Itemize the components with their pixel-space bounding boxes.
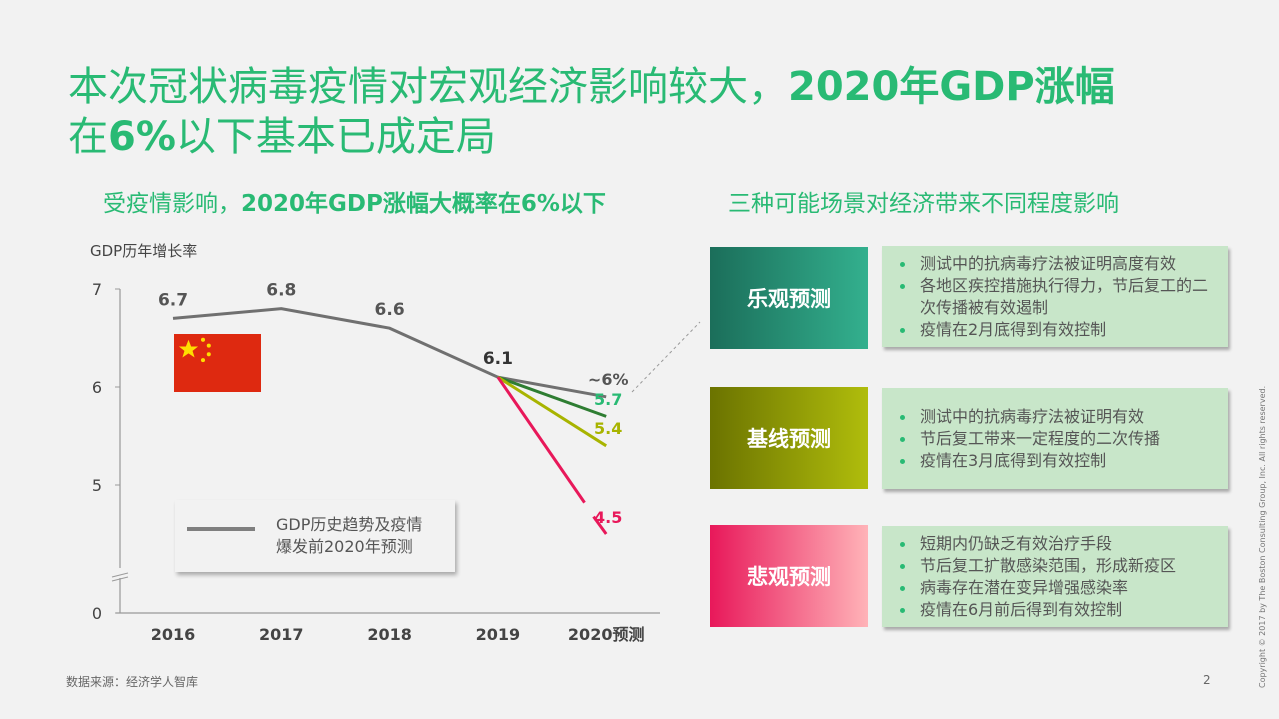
- x-tick-label: 2017: [259, 625, 304, 644]
- data-label: 5.7: [594, 390, 622, 409]
- data-source: 数据来源：经济学人智库: [66, 675, 199, 689]
- scenario-point: 病毒存在潜在变异增强感染率: [898, 577, 1218, 599]
- x-tick-label: 2019: [476, 625, 521, 644]
- data-label: ~6%: [588, 370, 629, 389]
- scenario-point: 测试中的抗病毒疗法被证明有效: [898, 406, 1218, 428]
- scenario-details: 测试中的抗病毒疗法被证明有效 节后复工带来一定程度的二次传播 疫情在3月底得到有效控…: [882, 388, 1228, 489]
- copyright: Copyright © 2017 by The Boston Consultin…: [1258, 385, 1267, 688]
- left-subtitle: 受疫情影响，2020年GDP涨幅大概率在6%以下: [103, 191, 606, 217]
- scenario-point: 节后复工扩散感染范围，形成新疫区: [898, 555, 1218, 577]
- scenario-point: 测试中的抗病毒疗法被证明高度有效: [898, 253, 1218, 275]
- scenario-point: 疫情在6月前后得到有效控制: [898, 599, 1218, 621]
- scenario-point: 各地区疾控措施执行得力，节后复工的二次传播被有效遏制: [898, 275, 1218, 319]
- x-tick-label: 2018: [367, 625, 412, 644]
- china-flag: [174, 334, 261, 392]
- right-subtitle: 三种可能场景对经济带来不同程度影响: [728, 191, 1119, 217]
- y-tick-label: 0: [92, 604, 102, 623]
- x-tick-label: 2016: [151, 625, 196, 644]
- scenario-point: 疫情在3月底得到有效控制: [898, 450, 1218, 472]
- axis-break-mark: [111, 572, 129, 578]
- slide-title: 本次冠状病毒疫情对宏观经济影响较大，2020年GDP涨幅 在6%以下基本已成定局: [68, 64, 1115, 160]
- page-number: 2: [1203, 673, 1211, 687]
- data-label: 6.1: [483, 349, 513, 369]
- data-label: 6.7: [158, 290, 188, 310]
- legend-line-swatch: [187, 527, 255, 531]
- y-tick-label: 6: [92, 378, 102, 397]
- scenario-point: 疫情在2月底得到有效控制: [898, 319, 1218, 341]
- series-line-optimistic: [497, 375, 607, 418]
- series-line-pessimistic-dashed-end: [592, 515, 608, 535]
- flag-stars-icon: [178, 337, 211, 363]
- data-label: 6.6: [375, 300, 405, 320]
- series-line-baseline: [497, 375, 608, 448]
- scenario-point: 短期内仍缺乏有效治疗手段: [898, 533, 1218, 555]
- scenario-details: 测试中的抗病毒疗法被证明高度有效 各地区疾控措施执行得力，节后复工的二次传播被有效…: [882, 246, 1228, 347]
- legend-label: GDP历史趋势及疫情 爆发前2020年预测: [276, 515, 423, 556]
- series-line-pessimistic: [496, 376, 586, 504]
- x-tick-label: 2020预测: [568, 625, 645, 644]
- scenario-label: 乐观预测: [710, 247, 868, 349]
- data-label: 6.8: [266, 281, 296, 301]
- data-label: 5.4: [594, 419, 622, 438]
- callout-connector: [631, 321, 701, 393]
- series-line-history: [172, 307, 607, 399]
- y-tick-label: 7: [92, 280, 102, 299]
- scenario-point: 节后复工带来一定程度的二次传播: [898, 428, 1218, 450]
- y-tick-label: 5: [92, 476, 102, 495]
- data-label: 4.5: [594, 508, 622, 527]
- axis-break-mark: [111, 576, 129, 582]
- chart-legend: GDP历史趋势及疫情 爆发前2020年预测: [175, 500, 455, 572]
- scenario-details: 短期内仍缺乏有效治疗手段 节后复工扩散感染范围，形成新疫区 病毒存在潜在变异增强感染…: [882, 526, 1228, 627]
- scenario-label: 基线预测: [710, 387, 868, 489]
- scenario-label: 悲观预测: [710, 525, 868, 627]
- y-axis-label: GDP历年增长率: [90, 242, 198, 260]
